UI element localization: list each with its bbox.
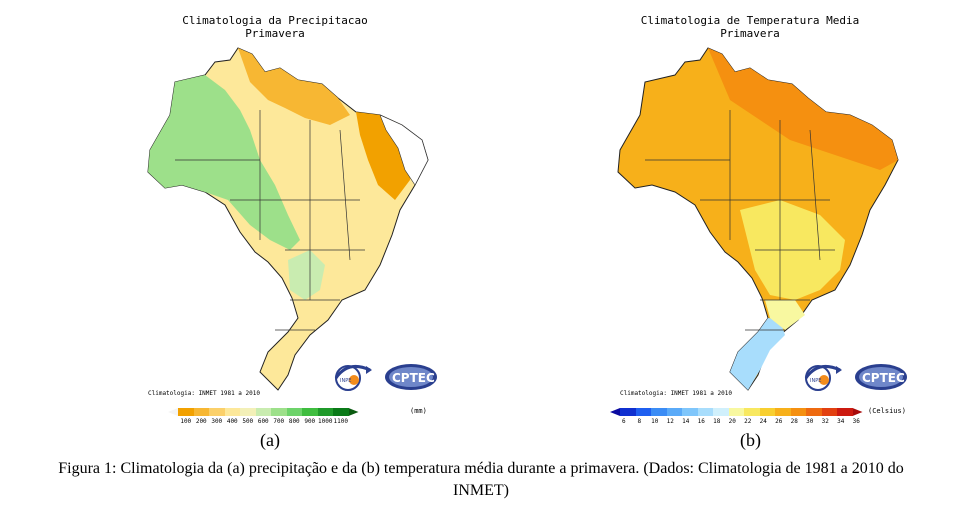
colorbar-a-tick: 400: [226, 418, 238, 425]
colorbar-a-seg: [193, 408, 209, 416]
colorbar-b-tick: 32: [821, 418, 829, 425]
lightblue-south-b: [730, 318, 785, 390]
colorbar-a-unit: (mm): [410, 407, 427, 415]
green-south-a: [288, 250, 325, 300]
colorbar-a-seg: [178, 408, 194, 416]
colorbar-b-tick: 14: [682, 418, 690, 425]
colorbar-b-tick: 12: [666, 418, 674, 425]
colorbar-a-tick: 700: [273, 418, 285, 425]
cptec-logo-b: CPTEC: [855, 364, 907, 390]
state-lines-b: [645, 110, 835, 331]
green-region-a: [148, 75, 300, 250]
colorbar-b-tick: 26: [775, 418, 783, 425]
colorbar-b-ticks: 6 8 10 12 14 16 18 20 22 24 26 28 30 32 …: [616, 418, 864, 425]
colorbar-a-seg: [317, 408, 333, 416]
colorbar-b-seg: [635, 408, 651, 416]
colorbar-b-arrow-low: [610, 408, 620, 416]
colorbar-a-tick: 1100: [333, 418, 348, 425]
map-a-source: Climatologia: INMET 1981 a 2010: [148, 390, 260, 397]
colorbar-a-seg: [333, 408, 349, 416]
panel-temperature: Climatologia de Temperatura Media Primav…: [580, 0, 920, 450]
colorbar-b-seg: [682, 408, 698, 416]
subfigure-label-b: (b): [740, 430, 761, 450]
panel-precipitation: Climatologia da Precipitacao Primavera C…: [110, 0, 440, 450]
colorbar-a-tick: 600: [257, 418, 269, 425]
cptec-logo-a: CPTEC: [385, 364, 437, 390]
colorbar-a-tick: 800: [288, 418, 300, 425]
colorbar-a-tick: 500: [242, 418, 254, 425]
colorbar-a-seg: [286, 408, 302, 416]
map-b-title-line2: Primavera: [720, 27, 780, 40]
colorbar-b-seg: [697, 408, 713, 416]
colorbar-a-tick: 200: [195, 418, 207, 425]
map-a-title-line1: Climatologia da Precipitacao: [182, 14, 368, 27]
inpe-logo-b: INPE: [804, 364, 842, 391]
colorbar-b-tick: 22: [744, 418, 752, 425]
colorbar-a: [168, 408, 359, 416]
colorbar-b-seg: [775, 408, 791, 416]
colorbar-b-seg: [759, 408, 775, 416]
figure-caption: Figura 1: Climatologia da (a) precipitaç…: [58, 460, 904, 499]
colorbar-b-tick: 18: [713, 418, 721, 425]
inpe-logo-b-text: INPE: [810, 378, 821, 384]
colorbar-a-tick: 900: [304, 418, 316, 425]
subfigure-label-a: (a): [260, 430, 280, 450]
colorbar-a-seg: [302, 408, 318, 416]
inpe-logo-a: INPE: [334, 364, 372, 391]
colorbar-a-tick: 300: [211, 418, 223, 425]
colorbar-a-arrow-low: [168, 408, 178, 416]
colorbar-b-tick: 24: [759, 418, 767, 425]
colorbar-a-arrow-high: [348, 408, 359, 416]
colorbar-b-tick: 10: [651, 418, 659, 425]
colorbar-a-seg: [224, 408, 240, 416]
colorbar-a-seg: [209, 408, 225, 416]
state-lines-a: [175, 110, 365, 331]
orange-north-a: [238, 48, 350, 125]
colorbar-b: [610, 408, 863, 416]
colorbar-b-seg: [790, 408, 806, 416]
cptec-logo-b-text: CPTEC: [862, 371, 905, 385]
darker-north-b: [708, 48, 898, 170]
inpe-logo-a-text: INPE: [340, 378, 351, 384]
light-yellow-b: [765, 300, 805, 330]
colorbar-b-tick: 36: [852, 418, 860, 425]
colorbar-b-seg: [651, 408, 667, 416]
colorbar-b-tick: 30: [806, 418, 814, 425]
cptec-logo-a-text: CPTEC: [392, 371, 435, 385]
colorbar-a-tick: 100: [180, 418, 192, 425]
colorbar-b-tick: 6: [621, 418, 626, 425]
colorbar-a-seg: [255, 408, 271, 416]
colorbar-b-seg: [837, 408, 853, 416]
colorbar-b-seg: [728, 408, 744, 416]
temperature-map: [617, 47, 899, 391]
white-ne-a: [379, 114, 429, 186]
colorbar-b-tick: 20: [728, 418, 736, 425]
colorbar-a-seg: [271, 408, 287, 416]
colorbar-b-seg: [713, 408, 729, 416]
colorbar-b-tick: 34: [837, 418, 845, 425]
colorbar-b-seg: [821, 408, 837, 416]
colorbar-b-arrow-high: [852, 408, 863, 416]
precipitation-map: [147, 47, 429, 391]
colorbar-b-seg: [620, 408, 636, 416]
colorbar-b-tick: 16: [697, 418, 705, 425]
map-b-source: Climatologia: INMET 1981 a 2010: [620, 390, 732, 397]
colorbar-a-tick: 1000: [318, 418, 333, 425]
map-a-title: Climatologia da Precipitacao Primavera: [110, 14, 440, 40]
colorbar-b-tick: 28: [790, 418, 798, 425]
colorbar-b-seg: [744, 408, 760, 416]
colorbar-a-ticks: 100 200 300 400 500 600 700 800 900 1000…: [178, 418, 349, 425]
colorbar-b-seg: [806, 408, 822, 416]
colorbar-b-unit: (Celsius): [868, 407, 906, 415]
colorbar-a-seg: [240, 408, 256, 416]
colorbar-b-seg: [666, 408, 682, 416]
colorbar-b-tick: 8: [637, 418, 642, 425]
map-a-title-line2: Primavera: [245, 27, 305, 40]
map-b-title-line1: Climatologia de Temperatura Media: [640, 14, 860, 27]
map-b-title: Climatologia de Temperatura Media Primav…: [580, 14, 920, 40]
